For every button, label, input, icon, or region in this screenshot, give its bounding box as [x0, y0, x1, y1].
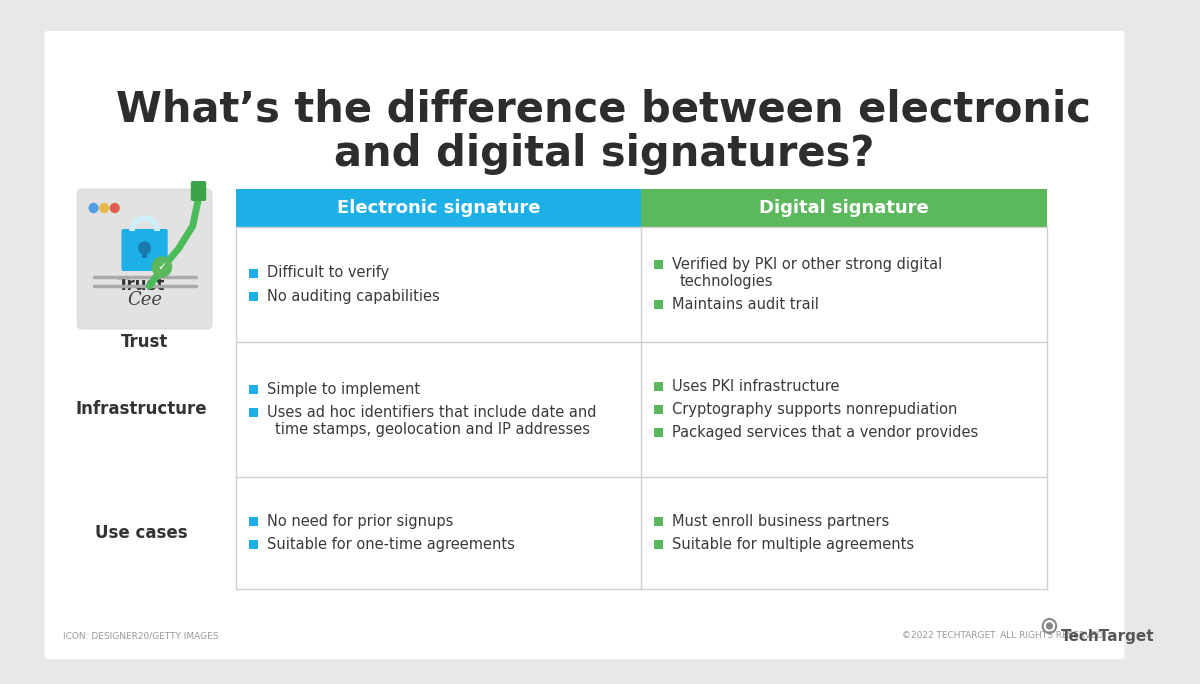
Bar — [654, 300, 662, 309]
Circle shape — [152, 257, 172, 277]
Bar — [250, 291, 258, 300]
Text: ©2022 TECHTARGET. ALL RIGHTS RESERVED: ©2022 TECHTARGET. ALL RIGHTS RESERVED — [902, 631, 1104, 640]
Bar — [654, 540, 662, 549]
Bar — [250, 269, 258, 278]
Text: time stamps, geolocation and IP addresses: time stamps, geolocation and IP addresse… — [275, 422, 589, 437]
Circle shape — [100, 204, 108, 213]
FancyBboxPatch shape — [44, 31, 1124, 659]
Text: technologies: technologies — [679, 274, 773, 289]
Circle shape — [110, 204, 119, 213]
Text: Difficult to verify: Difficult to verify — [266, 265, 389, 280]
Text: Cee: Cee — [127, 291, 162, 309]
Bar — [654, 382, 662, 391]
Text: ICON: DESIGNER20/GETTY IMAGES: ICON: DESIGNER20/GETTY IMAGES — [62, 631, 218, 640]
Text: What’s the difference between electronic: What’s the difference between electronic — [116, 88, 1091, 130]
Text: Electronic signature: Electronic signature — [337, 199, 540, 217]
FancyBboxPatch shape — [77, 189, 212, 329]
Bar — [250, 408, 258, 417]
Text: Packaged services that a vendor provides: Packaged services that a vendor provides — [672, 425, 978, 440]
Text: Suitable for multiple agreements: Suitable for multiple agreements — [672, 537, 914, 552]
Bar — [250, 385, 258, 394]
Text: No need for prior signups: No need for prior signups — [266, 514, 454, 529]
Bar — [250, 517, 258, 526]
Circle shape — [139, 242, 150, 254]
FancyBboxPatch shape — [191, 181, 206, 201]
Bar — [236, 189, 641, 227]
FancyBboxPatch shape — [121, 229, 168, 271]
Bar — [250, 540, 258, 549]
Text: Uses PKI infrastructure: Uses PKI infrastructure — [672, 379, 840, 394]
Text: Uses ad hoc identifiers that include date and: Uses ad hoc identifiers that include dat… — [266, 405, 596, 420]
Text: Use cases: Use cases — [95, 524, 188, 542]
Text: No auditing capabilities: No auditing capabilities — [266, 289, 439, 304]
Text: and digital signatures?: and digital signatures? — [334, 133, 874, 175]
Text: Trust: Trust — [118, 276, 166, 293]
Bar — [641, 189, 1046, 227]
Polygon shape — [130, 215, 160, 231]
Text: Cryptography supports nonrepudiation: Cryptography supports nonrepudiation — [672, 402, 958, 417]
Text: ✓: ✓ — [157, 262, 167, 272]
Text: Digital signature: Digital signature — [760, 199, 929, 217]
Text: TechTarget: TechTarget — [1061, 629, 1154, 644]
Circle shape — [89, 204, 98, 213]
Bar — [142, 248, 148, 258]
Text: Must enroll business partners: Must enroll business partners — [672, 514, 889, 529]
Text: Infrastructure: Infrastructure — [76, 401, 208, 419]
Text: Suitable for one-time agreements: Suitable for one-time agreements — [266, 537, 515, 552]
Bar — [654, 428, 662, 437]
Text: Simple to implement: Simple to implement — [266, 382, 420, 397]
Text: Maintains audit trail: Maintains audit trail — [672, 297, 818, 312]
Bar — [654, 260, 662, 269]
Text: Verified by PKI or other strong digital: Verified by PKI or other strong digital — [672, 257, 942, 272]
Bar — [654, 405, 662, 414]
Bar — [654, 517, 662, 526]
Circle shape — [1046, 623, 1052, 629]
Text: Trust: Trust — [121, 333, 168, 351]
